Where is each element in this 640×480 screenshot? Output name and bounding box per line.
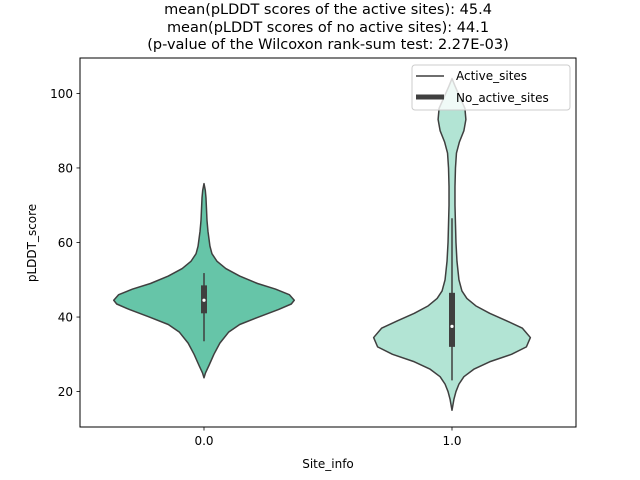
title-line-1: mean(pLDDT scores of the active sites): … — [164, 2, 492, 18]
x-tick-label: 0.0 — [194, 434, 213, 448]
y-tick-label: 100 — [50, 87, 73, 101]
x-tick-label: 1.0 — [442, 434, 461, 448]
y-tick-label: 60 — [58, 236, 73, 250]
y-tick-label: 40 — [58, 311, 73, 325]
median-point-0 — [202, 298, 206, 302]
y-tick-label: 80 — [58, 161, 73, 175]
iqr-box-1 — [449, 292, 455, 347]
title-line-3: (p-value of the Wilcoxon rank-sum test: … — [147, 37, 508, 53]
y-tick-label: 20 — [58, 385, 73, 399]
violins-layer — [112, 77, 532, 411]
x-axis-ticks: 0.0 1.0 — [194, 427, 462, 448]
y-axis-ticks: 20 40 60 80 100 — [50, 87, 80, 399]
y-axis-label: pLDDT_score — [25, 204, 39, 282]
legend-label-active-sites: Active_sites — [456, 69, 527, 83]
title-line-2: mean(pLDDT scores of no active sites): 4… — [167, 20, 489, 36]
median-point-1 — [450, 324, 454, 328]
boxes-layer — [201, 218, 455, 381]
legend: Active_sites No_active_sites — [411, 64, 571, 111]
plot-area-frame — [79, 57, 577, 428]
legend-box — [411, 64, 571, 111]
x-axis-label: Site_info — [302, 457, 354, 471]
legend-label-no-active-sites: No_active_sites — [456, 91, 549, 105]
chart-title: mean(pLDDT scores of the active sites): … — [147, 2, 508, 53]
